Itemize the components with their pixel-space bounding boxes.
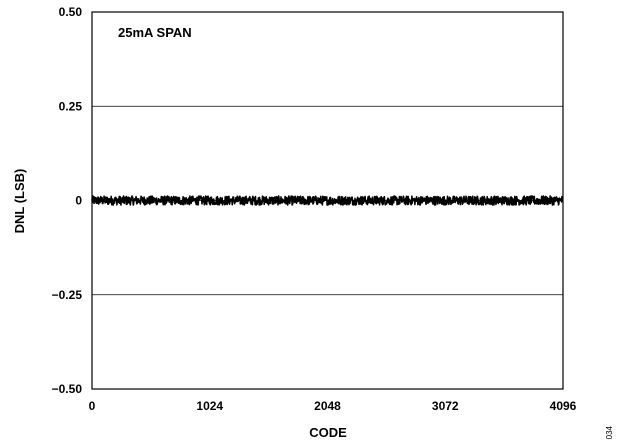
y-axis-label: DNL (LSB): [12, 169, 27, 234]
y-tick-labels: 0.50 0.25 0 −0.25 −0.50: [52, 5, 83, 396]
x-tick-label: 2048: [314, 399, 341, 413]
y-tick-label: −0.25: [52, 288, 83, 302]
x-tick-label: 3072: [432, 399, 459, 413]
y-tick-label: −0.50: [52, 382, 83, 396]
x-tick-label: 0: [89, 399, 96, 413]
x-tick-labels: 0 1024 2048 3072 4096: [89, 399, 577, 413]
x-tick-label: 1024: [196, 399, 223, 413]
x-axis-label: CODE: [309, 425, 347, 440]
y-tick-label: 0.25: [59, 99, 83, 113]
series-line-dnl: [91, 195, 564, 206]
figure-id: 034: [605, 425, 614, 439]
x-tick-label: 4096: [550, 399, 577, 413]
y-tick-label: 0.50: [59, 5, 83, 19]
y-tick-label: 0: [75, 194, 82, 208]
chart-annotation: 25mA SPAN: [118, 25, 192, 40]
